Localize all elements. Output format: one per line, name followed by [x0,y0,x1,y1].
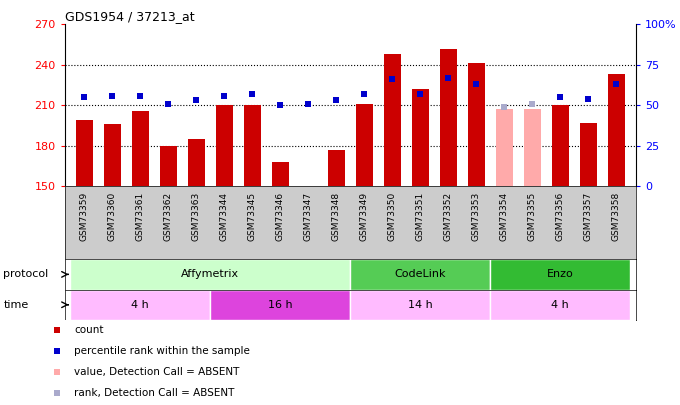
Text: GSM73353: GSM73353 [472,192,481,241]
Bar [412,89,428,186]
Text: 16 h: 16 h [268,300,292,310]
Text: GSM73344: GSM73344 [220,192,228,241]
Bar [356,104,373,186]
Text: GSM73362: GSM73362 [164,192,173,241]
Text: rank, Detection Call = ABSENT: rank, Detection Call = ABSENT [74,388,235,398]
Bar [440,49,456,186]
Text: 14 h: 14 h [408,300,432,310]
Text: CodeLink: CodeLink [394,269,446,279]
Text: GSM73358: GSM73358 [612,192,621,241]
Text: protocol: protocol [3,269,49,279]
Bar [496,109,513,186]
Text: percentile rank within the sample: percentile rank within the sample [74,346,250,356]
Text: Enzo: Enzo [547,269,573,279]
Text: GSM73347: GSM73347 [304,192,313,241]
Bar [132,111,149,186]
Bar [580,123,596,186]
Text: GSM73354: GSM73354 [500,192,509,241]
Text: GSM73359: GSM73359 [80,192,88,241]
Text: GSM73363: GSM73363 [192,192,201,241]
Text: GSM73345: GSM73345 [248,192,257,241]
Text: GSM73348: GSM73348 [332,192,341,241]
Bar [216,105,233,186]
Text: GSM73349: GSM73349 [360,192,369,241]
Bar [70,290,210,320]
Bar [210,290,350,320]
Bar [551,105,568,186]
Text: 4 h: 4 h [551,300,569,310]
Bar [328,150,345,186]
Bar [490,259,630,290]
Bar [608,74,625,186]
Text: GSM73352: GSM73352 [444,192,453,241]
Text: GSM73351: GSM73351 [415,192,425,241]
Bar [160,146,177,186]
Bar [524,109,541,186]
Bar [272,162,288,186]
Bar [490,290,630,320]
Text: GSM73357: GSM73357 [583,192,593,241]
Text: GSM73350: GSM73350 [388,192,396,241]
Bar [75,120,92,186]
Bar [384,54,401,186]
Bar [70,259,350,290]
Text: value, Detection Call = ABSENT: value, Detection Call = ABSENT [74,367,240,377]
Text: GSM73361: GSM73361 [136,192,145,241]
Bar [188,139,205,186]
Text: Affymetrix: Affymetrix [181,269,239,279]
Text: GSM73356: GSM73356 [556,192,564,241]
Bar [350,290,490,320]
Text: time: time [3,300,29,310]
Text: 4 h: 4 h [131,300,149,310]
Text: count: count [74,325,104,335]
Bar [104,124,120,186]
Text: GSM73355: GSM73355 [528,192,537,241]
Bar [244,105,260,186]
Text: GDS1954 / 37213_at: GDS1954 / 37213_at [65,10,194,23]
Text: GSM73346: GSM73346 [275,192,285,241]
Text: GSM73360: GSM73360 [107,192,117,241]
Bar [350,259,490,290]
Bar [468,64,485,186]
